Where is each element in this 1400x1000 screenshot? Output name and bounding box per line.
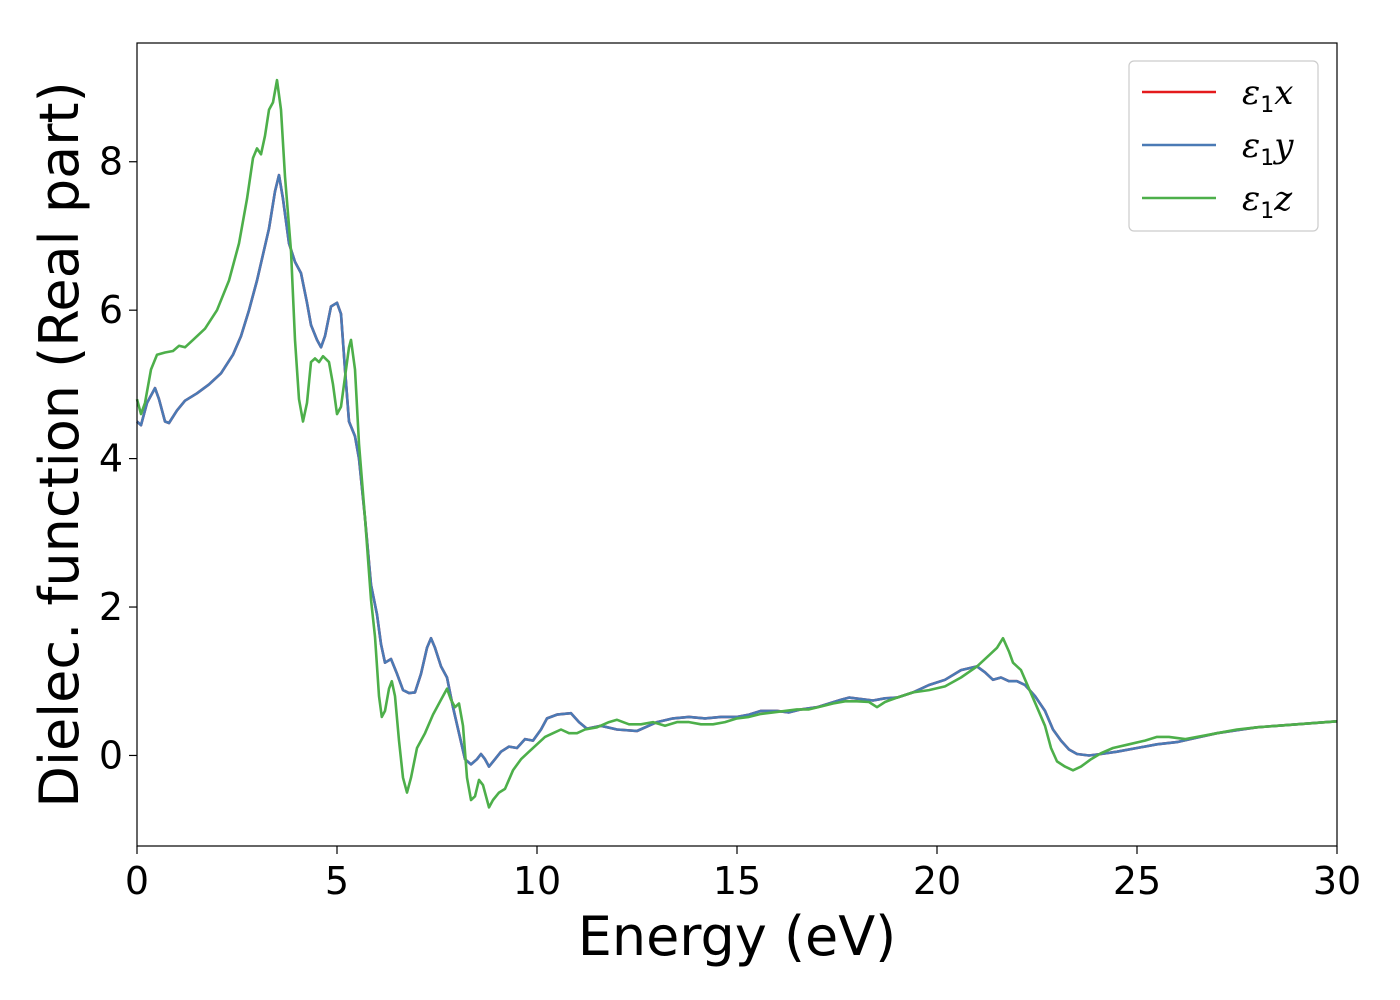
y-tick-label: 4 <box>99 437 123 481</box>
y-axis-title: Dielec. function (Real part) <box>28 81 91 807</box>
x-axis: 0 5 10 15 20 25 30 <box>125 846 1361 903</box>
y-tick-label: 0 <box>99 733 123 777</box>
x-tick-label: 20 <box>913 859 961 903</box>
series-line-y <box>136 173 1338 768</box>
series-line-z <box>135 78 1338 809</box>
x-tick-label: 0 <box>125 859 149 903</box>
x-tick-label: 15 <box>713 859 761 903</box>
legend-frame <box>1128 60 1319 232</box>
x-tick-label: 10 <box>513 859 561 903</box>
legend-label-y: ε1y <box>1242 126 1294 171</box>
x-tick-label: 25 <box>1113 859 1161 903</box>
x-tick-label: 5 <box>325 859 349 903</box>
y-tick-label: 2 <box>99 585 123 629</box>
x-axis-title: Energy (eV) <box>578 905 897 968</box>
legend-label-x: ε1x <box>1242 73 1293 118</box>
y-tick-label: 6 <box>99 288 123 332</box>
x-tick-label: 30 <box>1313 859 1361 903</box>
y-tick-label: 8 <box>99 140 123 184</box>
legend: ε1x ε1y ε1z <box>1128 60 1319 232</box>
legend-label-z: ε1z <box>1242 179 1293 224</box>
y-axis: 0 2 4 6 8 <box>99 140 137 777</box>
series-layer <box>135 78 1338 809</box>
